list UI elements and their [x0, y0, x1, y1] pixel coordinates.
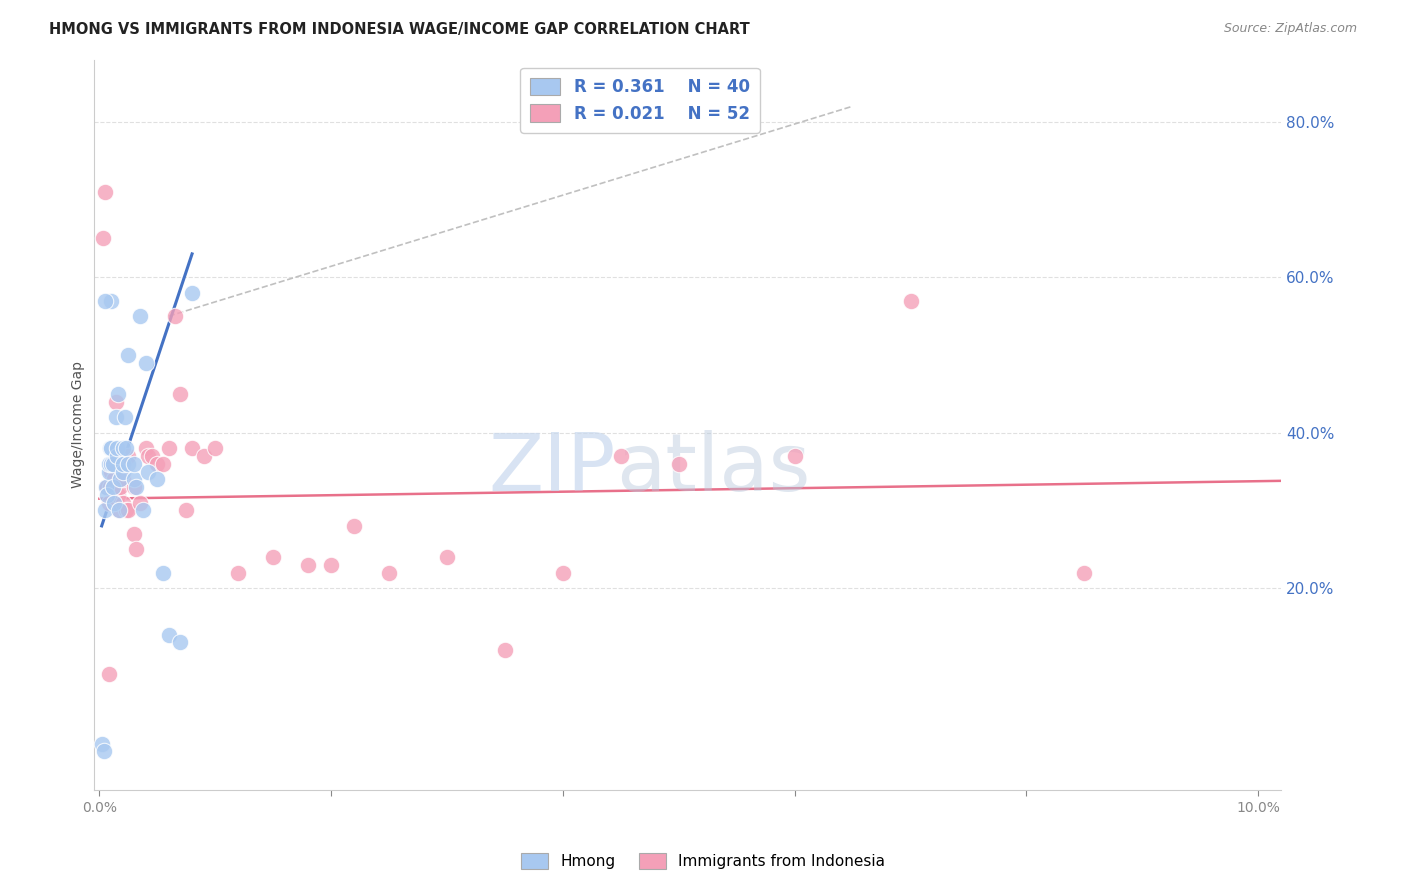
Point [115, 441, 138, 455]
Point [108, 503, 131, 517]
Point [96, 480, 118, 494]
Point [98, 441, 121, 455]
Point [117, 449, 139, 463]
Point [122, 472, 145, 486]
Point [100, 457, 122, 471]
Point [141, 449, 163, 463]
Point [103, 480, 125, 494]
Point [96, 488, 118, 502]
Point [343, 519, 366, 533]
Text: ZIP: ZIP [489, 430, 616, 508]
Point [94, 293, 117, 308]
Point [107, 386, 129, 401]
Point [110, 480, 132, 494]
Point [110, 472, 132, 486]
Point [122, 457, 145, 471]
Point [117, 457, 139, 471]
Point [146, 472, 169, 486]
Point [136, 465, 159, 479]
Point [111, 495, 134, 509]
Point [98, 480, 121, 494]
Point [104, 394, 127, 409]
Point [228, 566, 250, 580]
Point [105, 495, 128, 509]
Point [783, 449, 806, 463]
Point [97, 666, 120, 681]
Point [169, 386, 191, 401]
Y-axis label: Wage/Income Gap: Wage/Income Gap [72, 361, 86, 489]
Point [90, 737, 112, 751]
Point [135, 356, 157, 370]
Point [103, 457, 125, 471]
Point [94, 503, 117, 517]
Point [111, 472, 134, 486]
Point [436, 549, 458, 564]
Point [105, 441, 128, 455]
Point [94, 185, 117, 199]
Point [122, 526, 145, 541]
Point [97, 495, 120, 509]
Point [114, 410, 136, 425]
Point [100, 441, 122, 455]
Point [321, 558, 343, 572]
Point [1073, 566, 1095, 580]
Point [115, 503, 138, 517]
Point [129, 495, 152, 509]
Point [125, 542, 148, 557]
Point [169, 635, 191, 649]
Point [105, 449, 128, 463]
Point [378, 566, 401, 580]
Point [103, 480, 125, 494]
Point [204, 441, 226, 455]
Point [181, 285, 204, 300]
Point [610, 449, 633, 463]
Point [668, 457, 690, 471]
Point [104, 410, 127, 425]
Point [494, 643, 516, 657]
Point [135, 441, 157, 455]
Point [157, 441, 180, 455]
Point [97, 457, 120, 471]
Point [111, 457, 134, 471]
Point [93, 744, 115, 758]
Point [551, 566, 574, 580]
Point [163, 309, 186, 323]
Point [97, 465, 120, 479]
Point [181, 441, 204, 455]
Point [152, 566, 174, 580]
Text: HMONG VS IMMIGRANTS FROM INDONESIA WAGE/INCOME GAP CORRELATION CHART: HMONG VS IMMIGRANTS FROM INDONESIA WAGE/… [49, 22, 749, 37]
Point [136, 449, 159, 463]
Point [111, 465, 134, 479]
Point [297, 558, 319, 572]
Point [125, 480, 148, 494]
Text: atlas: atlas [616, 430, 811, 508]
Legend: R = 0.361    N = 40, R = 0.021    N = 52: R = 0.361 N = 40, R = 0.021 N = 52 [520, 68, 759, 133]
Point [96, 480, 118, 494]
Point [132, 503, 155, 517]
Point [174, 503, 197, 517]
Point [129, 309, 152, 323]
Point [117, 503, 139, 517]
Point [900, 293, 922, 308]
Point [122, 480, 145, 494]
Point [114, 449, 136, 463]
Point [108, 503, 131, 517]
Point [107, 488, 129, 502]
Point [146, 457, 169, 471]
Point [193, 449, 215, 463]
Point [91, 231, 114, 245]
Point [111, 441, 134, 455]
Point [100, 457, 122, 471]
Point [117, 348, 139, 362]
Point [103, 495, 125, 509]
Point [100, 465, 122, 479]
Point [103, 472, 125, 486]
Text: Source: ZipAtlas.com: Source: ZipAtlas.com [1223, 22, 1357, 36]
Point [100, 293, 122, 308]
Point [96, 480, 118, 494]
Legend: Hmong, Immigrants from Indonesia: Hmong, Immigrants from Indonesia [515, 847, 891, 875]
Point [262, 549, 284, 564]
Point [157, 628, 180, 642]
Point [152, 457, 174, 471]
